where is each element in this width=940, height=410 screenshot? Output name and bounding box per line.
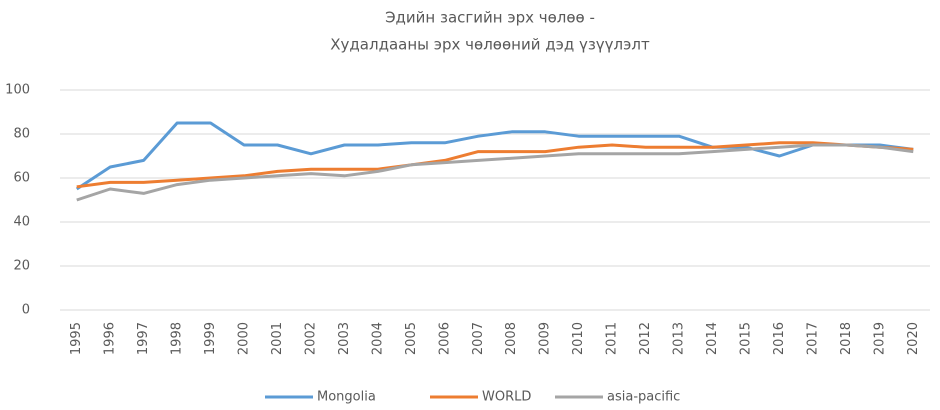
chart-title: Эдийн засгийн эрх чөлөө -: [385, 9, 595, 27]
x-tick-label: 1999: [203, 322, 218, 355]
y-tick-label: 20: [13, 259, 30, 274]
x-tick-label: 2005: [404, 322, 419, 355]
x-tick-label: 2014: [705, 322, 720, 355]
x-tick-label: 2006: [437, 322, 452, 355]
x-tick-label: 2015: [738, 322, 753, 355]
x-tick-label: 2019: [872, 322, 887, 355]
y-tick-label: 60: [13, 171, 30, 186]
x-tick-label: 2013: [672, 322, 687, 355]
x-tick-label: 2004: [370, 322, 385, 355]
legend-label: asia-pacific: [607, 390, 680, 405]
x-tick-label: 2011: [605, 322, 620, 355]
y-tick-label: 0: [22, 303, 30, 318]
line-series: [75, 121, 914, 191]
y-tick-label: 100: [5, 83, 30, 98]
x-tick-label: 2018: [839, 322, 854, 355]
x-tick-label: 1996: [103, 322, 118, 355]
x-tick-label: 2007: [471, 322, 486, 355]
legend-label: Mongolia: [317, 390, 376, 405]
x-tick-label: 2003: [337, 322, 352, 355]
x-tick-label: 2010: [571, 322, 586, 355]
legend-label: WORLD: [482, 390, 531, 405]
x-tick-label: 2001: [270, 322, 285, 355]
y-tick-label: 80: [13, 127, 30, 142]
y-tick-label: 40: [13, 215, 30, 230]
x-tick-label: 2009: [538, 322, 553, 355]
x-tick-label: 2016: [772, 322, 787, 355]
x-tick-label: 2008: [504, 322, 519, 355]
line-series: [76, 141, 914, 189]
line-series: [76, 143, 914, 202]
x-tick-label: 1998: [170, 322, 185, 355]
x-tick-label: 1995: [69, 322, 84, 355]
x-tick-label: 2002: [303, 322, 318, 355]
x-tick-label: 1997: [136, 322, 151, 355]
x-tick-label: 2017: [805, 322, 820, 355]
x-tick-label: 2000: [237, 322, 252, 355]
x-tick-label: 2020: [906, 322, 921, 355]
chart-title: Худалдааны эрх чөлөөний дэд үзүүлэлт: [330, 36, 650, 54]
x-tick-label: 2012: [638, 322, 653, 355]
